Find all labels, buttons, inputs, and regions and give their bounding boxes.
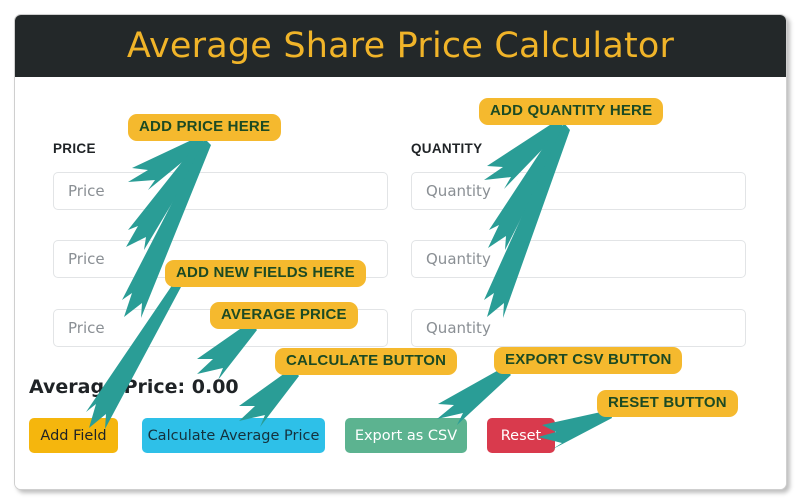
callout-export-csv-button: EXPORT CSV BUTTON <box>494 347 683 374</box>
callout-add-new-fields-here: ADD NEW FIELDS HERE <box>165 260 366 287</box>
callout-add-quantity-here: ADD QUANTITY HERE <box>479 98 664 125</box>
callout-add-price-here: ADD PRICE HERE <box>128 114 282 141</box>
quantity-input-1[interactable]: Quantity <box>411 172 746 210</box>
callout-calculate-button: CALCULATE BUTTON <box>275 348 458 375</box>
quantity-input-2[interactable]: Quantity <box>411 240 746 278</box>
calculator-card: Average Share Price Calculator PRICE QUA… <box>14 14 787 490</box>
callout-average-price: AVERAGE PRICE <box>210 302 358 329</box>
quantity-input-3[interactable]: Quantity <box>411 309 746 347</box>
reset-button[interactable]: Reset <box>487 418 555 453</box>
export-as-csv-button[interactable]: Export as CSV <box>345 418 467 453</box>
quantity-column-label: QUANTITY <box>411 141 483 156</box>
price-input-1[interactable]: Price <box>53 172 388 210</box>
average-price-readout: Average Price: 0.00 <box>29 376 239 398</box>
page-title: Average Share Price Calculator <box>126 26 675 66</box>
card-header: Average Share Price Calculator <box>15 15 786 77</box>
add-field-button[interactable]: Add Field <box>29 418 118 453</box>
calculate-average-price-button[interactable]: Calculate Average Price <box>142 418 325 453</box>
price-column-label: PRICE <box>53 141 96 156</box>
callout-reset-button: RESET BUTTON <box>597 390 738 417</box>
